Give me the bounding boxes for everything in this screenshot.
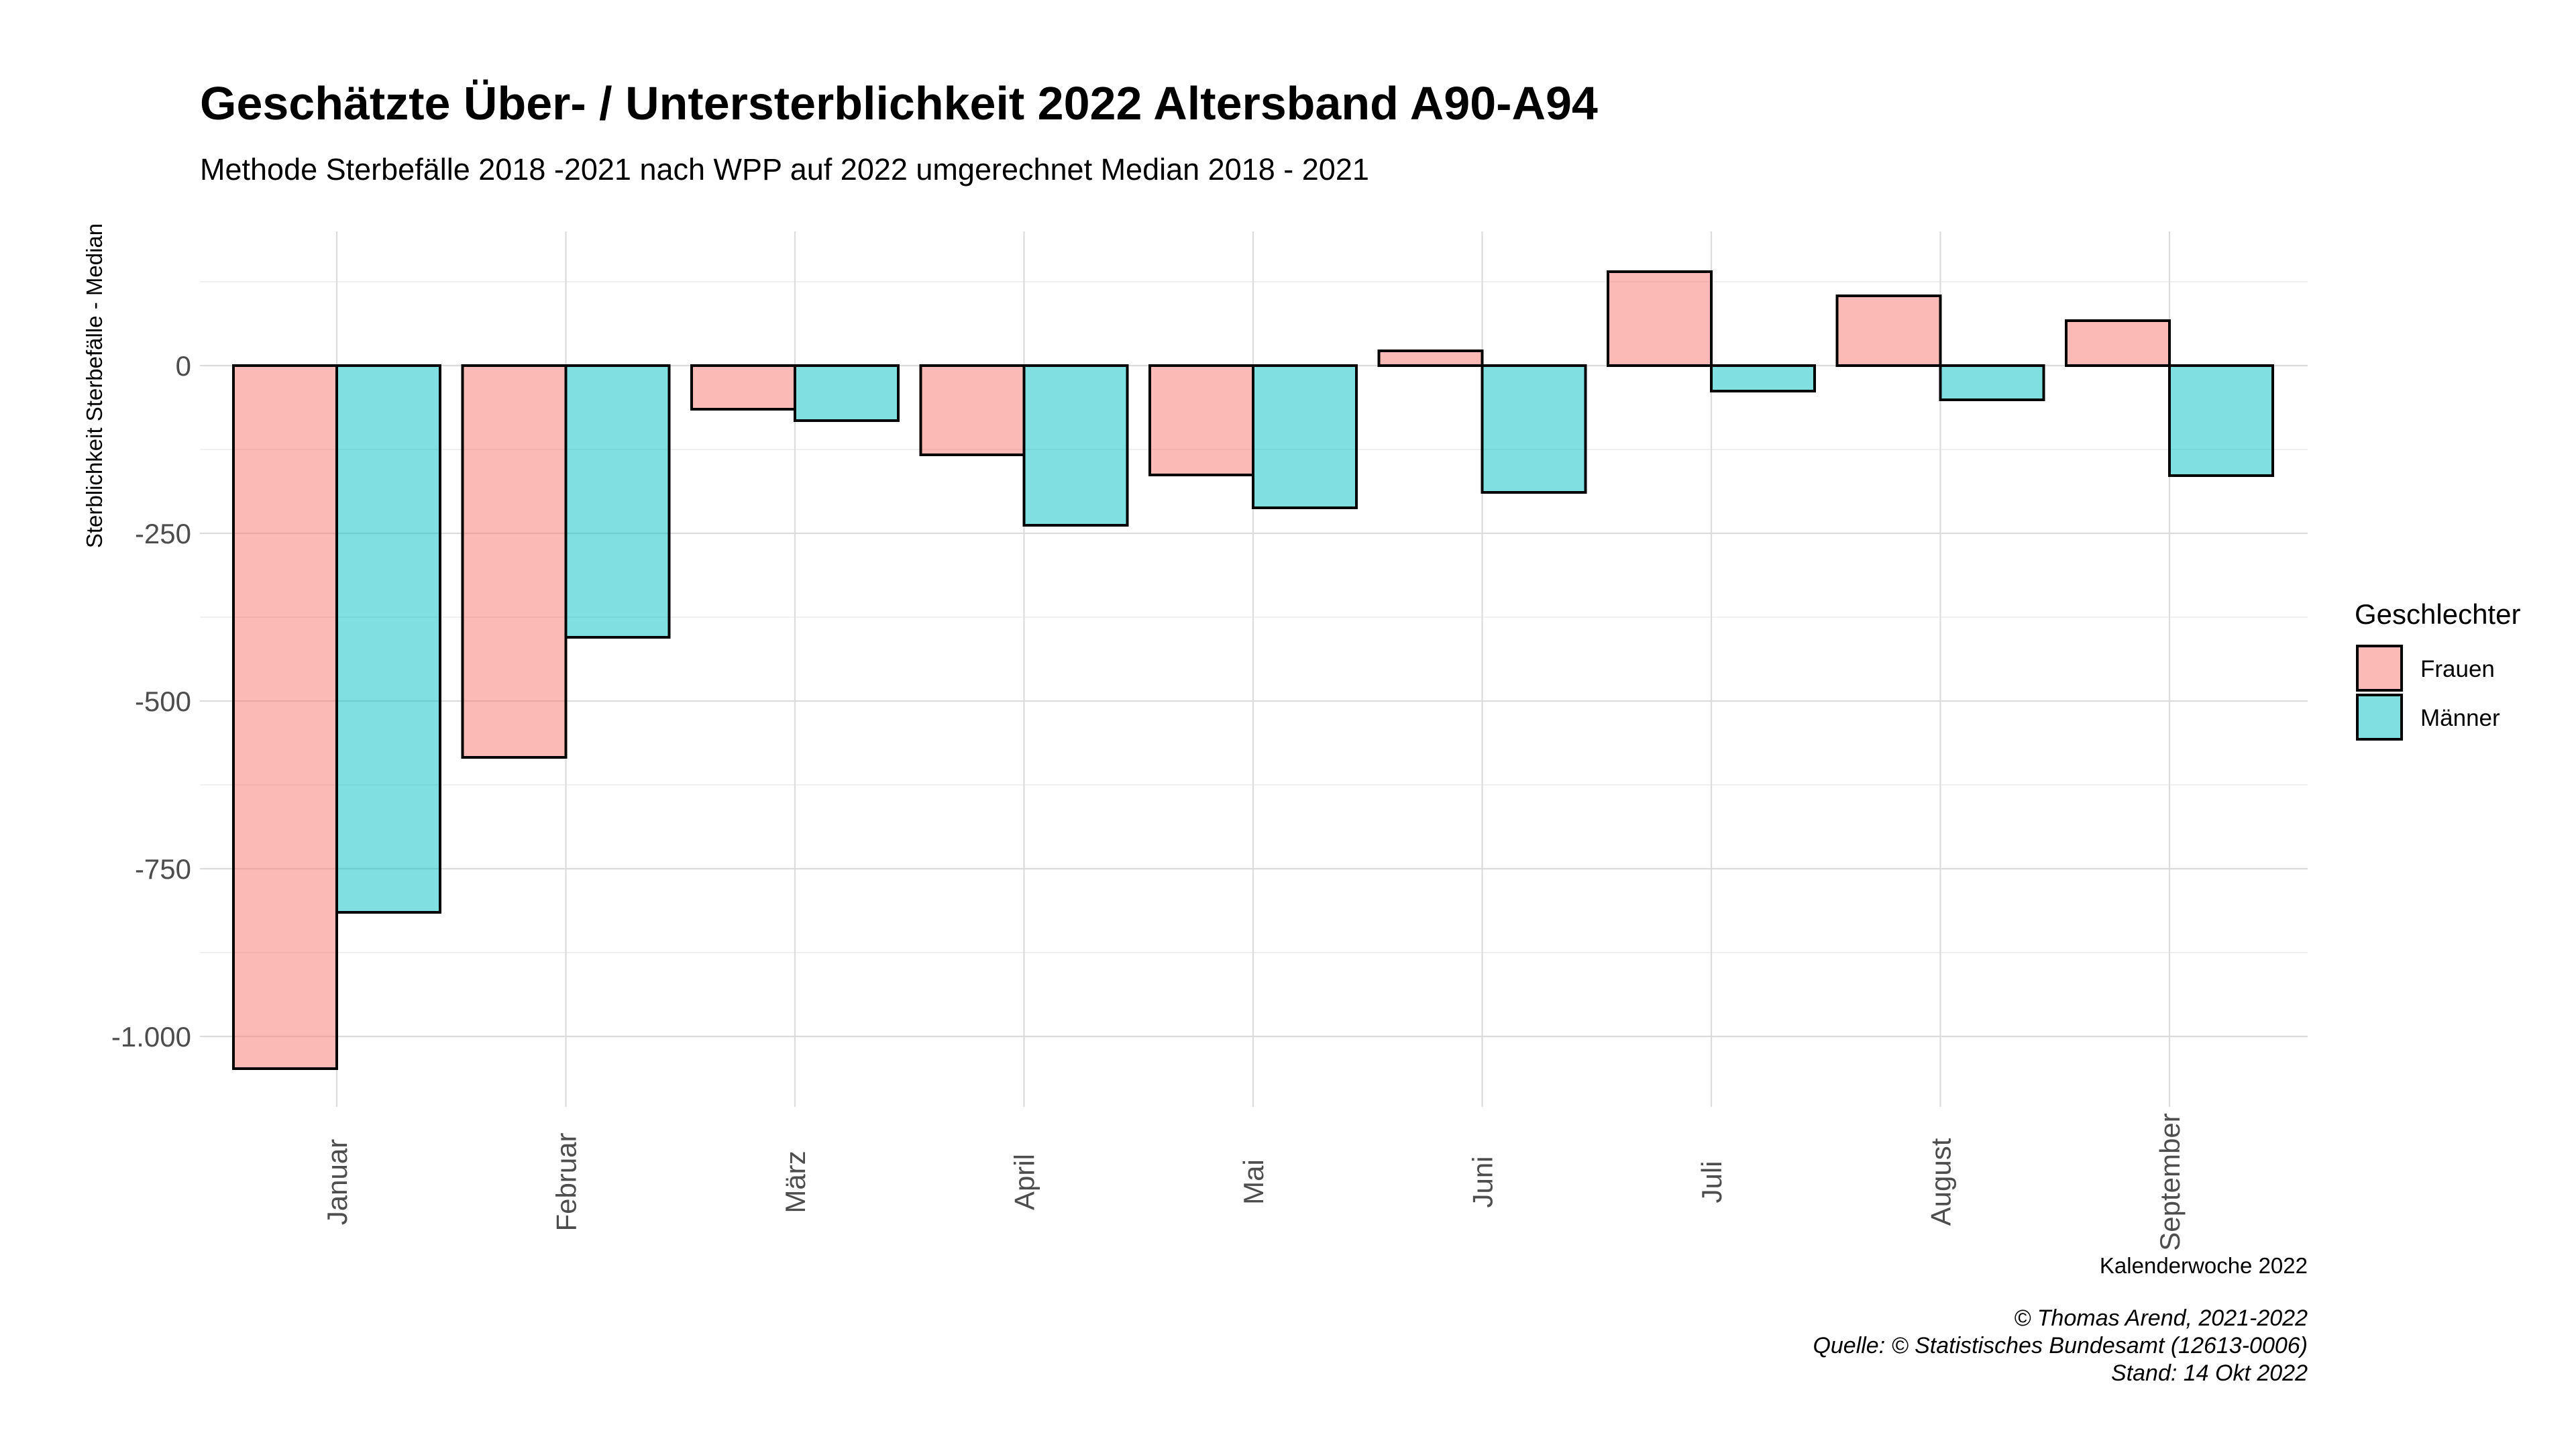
y-tick-label: 0 [176, 350, 191, 382]
legend: Geschlechter Frauen Männer [2355, 598, 2520, 741]
bar-frauen-7 [1835, 294, 1942, 367]
legend-swatch-frauen [2356, 645, 2403, 692]
bar-frauen-6 [1607, 270, 1713, 367]
x-tick-label: April [1009, 1154, 1040, 1210]
x-tick-label: März [780, 1150, 811, 1213]
x-tick-label: Juni [1467, 1156, 1499, 1208]
legend-title: Geschlechter [2355, 598, 2520, 630]
caption-source: Quelle: © Statistisches Bundesamt (12613… [1813, 1333, 2308, 1358]
bar-frauen-5 [1377, 350, 1484, 367]
bar-frauen-4 [1148, 364, 1254, 476]
caption-copyright: © Thomas Arend, 2021-2022 [2014, 1305, 2308, 1331]
bar-maenner-5 [1481, 364, 1587, 494]
bar-maenner-8 [2168, 364, 2274, 477]
caption-date: Stand: 14 Okt 2022 [2111, 1360, 2308, 1386]
x-tick-label: Februar [551, 1132, 582, 1231]
legend-label-frauen: Frauen [2420, 656, 2495, 682]
chart-subtitle: Methode Sterbefälle 2018 -2021 nach WPP … [200, 152, 1369, 186]
bar-maenner-4 [1252, 364, 1358, 509]
legend-label-maenner: Männer [2420, 705, 2500, 731]
x-tick-label: September [2154, 1113, 2186, 1250]
x-tick-label: Januar [321, 1139, 353, 1225]
chart-title: Geschätzte Über- / Untersterblichkeit 20… [200, 77, 1598, 129]
bar-frauen-2 [690, 364, 796, 411]
y-axis-label: Sterblichkeit Sterbefälle - Median [82, 223, 107, 548]
x-tick-label: Juli [1696, 1161, 1727, 1203]
bar-maenner-1 [564, 364, 671, 639]
bar-maenner-2 [794, 364, 900, 422]
x-axis-ticks: Januar Februar März April Mai Juni Juli August S… [321, 1113, 2186, 1250]
y-tick-label: -750 [135, 853, 191, 885]
bar-frauen-0 [232, 364, 338, 1070]
bar-maenner-7 [1939, 364, 2045, 401]
y-axis-ticks: 0 -250 -500 -750 -1.000 [111, 350, 191, 1053]
y-tick-label: -250 [135, 518, 191, 549]
caption: © Thomas Arend, 2021-2022 Quelle: © Stat… [1813, 1305, 2308, 1386]
x-axis-label: Kalenderwoche 2022 [2100, 1253, 2308, 1278]
legend-swatch-maenner [2356, 694, 2403, 741]
bar-maenner-0 [335, 364, 441, 914]
x-tick-label: Mai [1238, 1159, 1269, 1205]
y-tick-label: -500 [135, 686, 191, 717]
bar-frauen-1 [461, 364, 568, 759]
y-tick-label: -1.000 [111, 1021, 191, 1053]
x-tick-label: August [1925, 1138, 1957, 1226]
bar-frauen-8 [2065, 319, 2171, 367]
bar-frauen-3 [919, 364, 1026, 456]
bars [232, 270, 2274, 1070]
bar-maenner-3 [1022, 364, 1129, 527]
bar-maenner-6 [1710, 364, 1816, 392]
